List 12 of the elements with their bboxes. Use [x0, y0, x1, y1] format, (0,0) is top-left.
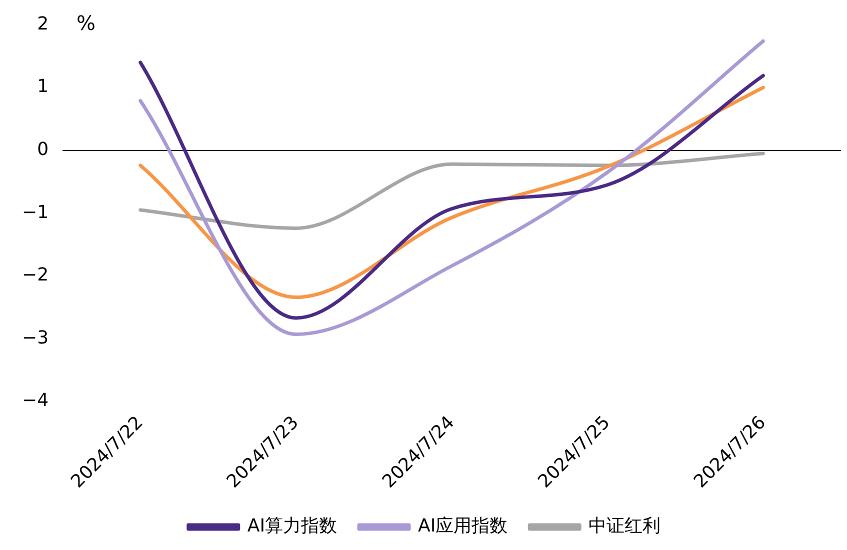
- y-tick-label: −2: [22, 264, 49, 286]
- y-tick-label: −1: [22, 202, 49, 223]
- y-tick-label: −4: [22, 390, 49, 412]
- y-axis-title: %: [76, 11, 96, 36]
- y-tick-label: 2: [37, 13, 49, 34]
- y-tick-label: 0: [37, 139, 49, 160]
- y-tick-label: −3: [22, 327, 49, 348]
- y-tick-label: 1: [37, 76, 49, 98]
- line-series: [138, 152, 765, 230]
- legend-label: 中证红利: [588, 516, 661, 537]
- legend-label: AI算力指数: [247, 516, 338, 537]
- legend-label: AI应用指数: [418, 516, 508, 537]
